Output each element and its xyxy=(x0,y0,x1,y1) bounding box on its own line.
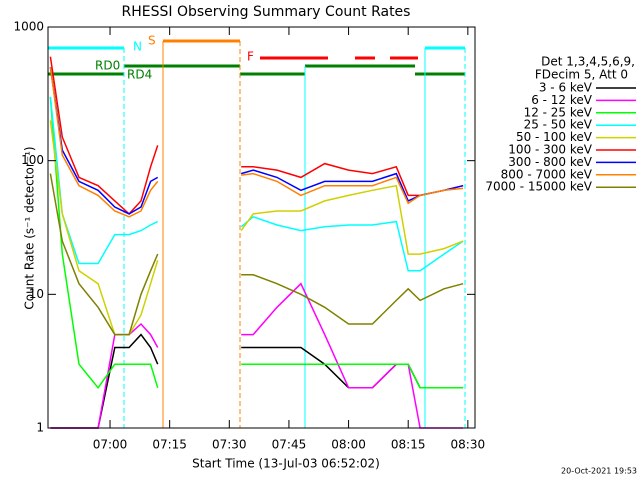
annotation: F xyxy=(247,50,254,64)
x-tick-label: 07:00 xyxy=(93,438,128,452)
legend-label: 25 - 50 keV xyxy=(524,118,593,132)
legend-label: 50 - 100 keV xyxy=(516,130,593,144)
legend-label: 12 - 25 keV xyxy=(524,105,593,119)
legend-label: 300 - 800 keV xyxy=(508,155,592,169)
x-tick-label: 07:15 xyxy=(152,438,187,452)
x-tick-label: 07:30 xyxy=(212,438,247,452)
legend-label: 100 - 300 keV xyxy=(508,143,592,157)
legend-label: 3 - 6 keV xyxy=(539,81,593,95)
annotation: N xyxy=(133,40,142,54)
series-line xyxy=(49,67,464,218)
series-line xyxy=(49,96,464,390)
annotation: RD4 xyxy=(127,68,152,82)
legend-title: FDecim 5, Att 0 xyxy=(535,68,628,82)
y-tick-label: 1000 xyxy=(13,20,44,34)
x-axis-label: Start Time (13-Jul-03 06:52:02) xyxy=(192,457,380,471)
axes-frame xyxy=(47,26,476,429)
x-tick-label: 08:00 xyxy=(331,438,366,452)
plot-area xyxy=(49,56,464,429)
legend-label: 800 - 7000 keV xyxy=(501,167,593,181)
annotation: RD0 xyxy=(95,59,120,73)
y-tick-label: 1 xyxy=(36,421,44,435)
x-tick-label: 08:30 xyxy=(451,438,486,452)
legend-label: 6 - 12 keV xyxy=(531,93,593,107)
status-bars xyxy=(48,39,465,76)
legend-label: 7000 - 15000 keV xyxy=(485,180,592,194)
x-tick-label: 07:45 xyxy=(272,438,307,452)
y-axis-label: Count Rate (s⁻¹ detector⁻¹) xyxy=(23,146,37,309)
series-line xyxy=(49,173,464,336)
x-tick-label: 08:15 xyxy=(391,438,426,452)
footer: 20-Oct-2021 19:53 xyxy=(561,467,637,476)
legend-title: Det 1,3,4,5,6,9, xyxy=(541,55,635,69)
y-tick-label: 10 xyxy=(29,287,44,301)
annotation: S xyxy=(148,34,156,48)
chart-title: RHESSI Observing Summary Count Rates xyxy=(122,4,411,20)
y-tick-label: 100 xyxy=(21,153,44,167)
